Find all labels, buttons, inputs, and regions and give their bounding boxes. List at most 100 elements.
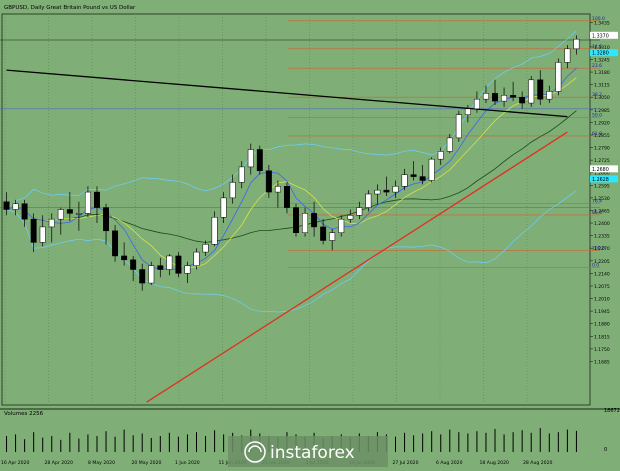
candle-bull (302, 213, 309, 233)
candle-bull (229, 182, 236, 199)
candle-bear (130, 259, 137, 270)
candle-bear (311, 213, 318, 228)
price-tag (590, 49, 618, 57)
x-tick-label: 6 Aug 2020 (436, 460, 463, 466)
y-tick-label: 1.2855 (594, 133, 610, 139)
y-tick-label: 1.2920 (594, 120, 610, 126)
candle-bear (30, 218, 37, 243)
candle-bear (283, 186, 290, 208)
y-tick-label: 1.3180 (594, 70, 610, 76)
volume-scale-label: 186722 (604, 408, 620, 414)
fib-label: 50.0 (592, 113, 602, 119)
candle-bear (537, 79, 544, 100)
candle-bull (374, 189, 381, 195)
candle-bear (103, 207, 109, 232)
trendline-support (146, 131, 568, 403)
candle-bull (573, 38, 580, 50)
y-tick-label: 1.2205 (594, 259, 610, 265)
fib-label: 76.4 (592, 199, 602, 205)
candle-bull (356, 207, 363, 216)
x-tick-label: 1 Jun 2020 (175, 460, 200, 466)
candle-bear (112, 230, 119, 257)
y-tick-label: 1.1750 (594, 347, 610, 353)
candle-bull (483, 93, 489, 100)
candle-bear (121, 255, 128, 261)
candle-bull (247, 149, 254, 168)
price-tag (590, 175, 618, 183)
y-tick-label: 1.2725 (594, 158, 610, 164)
trendlines (6, 69, 568, 403)
x-tick-label: 16 Apr 2020 (1, 460, 29, 466)
candle-bull (220, 197, 227, 218)
candle-bull (464, 108, 471, 115)
price-tag-label: 1.3370 (592, 33, 609, 39)
y-tick-label: 1.2400 (594, 221, 610, 227)
candle-bull (202, 244, 209, 253)
candle-bear (139, 269, 146, 284)
candle-bear (3, 201, 10, 210)
watermark: instaforex (228, 436, 388, 467)
candle-bear (157, 265, 164, 270)
y-tick-label: 1.1815 (594, 334, 610, 340)
candle-bear (383, 189, 390, 193)
fib-label: 100.0 (592, 16, 605, 22)
candle-bull (437, 151, 444, 160)
bollinger-upper (6, 30, 577, 210)
moving-average-fast (6, 67, 577, 270)
candle-bull (392, 186, 399, 193)
candle-bear (410, 174, 417, 177)
x-tick-label: 8 May 2020 (88, 460, 115, 466)
indicator-lines (6, 30, 577, 313)
volume-label: Volumes 2256 (4, 411, 44, 417)
candle-bear (94, 191, 100, 208)
y-tick-label: 1.1880 (594, 322, 610, 328)
candle-bear (519, 96, 526, 104)
fibonacci-levels: 100.0 14.6 23.6 38.2 50.0 61.8 76.4 85.4 100.0 0.… (0, 16, 605, 269)
candle-bull (446, 137, 453, 152)
candle-bear (419, 176, 426, 181)
y-tick-label: 1.1685 (594, 359, 610, 365)
x-tick-label: 27 Jul 2020 (393, 460, 419, 466)
y-tick-label: 1.2075 (594, 284, 610, 290)
candle-bull (12, 203, 19, 210)
x-tick-label: 20 May 2020 (132, 460, 162, 466)
candle-bull (274, 186, 281, 193)
candle-bull (238, 166, 245, 183)
candle-bull (193, 251, 200, 266)
price-tag-label: 1.2628 (592, 177, 609, 183)
fib-label: 100.0 (592, 246, 605, 252)
fib-label: 23.6 (592, 63, 602, 69)
y-tick-label: 1.2010 (594, 297, 610, 303)
candle-bull (329, 232, 336, 241)
candle-bear (256, 149, 263, 172)
fib-label: 0.0 (592, 263, 599, 269)
candle-bull (501, 95, 508, 102)
price-tag (590, 165, 618, 173)
price-tag (590, 31, 618, 39)
y-tick-label: 1.2595 (594, 183, 610, 189)
candle-bull (347, 215, 354, 220)
fib-label: 38.2 (592, 92, 602, 98)
candle-bear (293, 207, 299, 233)
y-tick-label: 1.3245 (594, 57, 610, 63)
candle-bull (555, 62, 562, 92)
y-tick-label: 1.2465 (594, 208, 610, 214)
moving-average-mid (6, 77, 577, 269)
candle-bull (184, 265, 191, 274)
price-tag-label: 1.3280 (592, 51, 609, 57)
y-tick-label: 1.3435 (594, 21, 610, 27)
y-tick-label: 1.3050 (594, 95, 610, 101)
candle-bull (338, 218, 345, 233)
candle-bull (528, 79, 535, 104)
candle-bear (510, 95, 517, 98)
candle-bear (265, 170, 272, 193)
watermark-text: instaforex (270, 443, 355, 463)
price-tag-label: 1.2680 (592, 167, 609, 173)
candle-bull (401, 174, 408, 187)
candle-bull (473, 98, 480, 110)
candle-bull (564, 48, 571, 63)
y-tick-label: 1.2790 (594, 146, 610, 152)
y-tick-label: 1.2270 (594, 246, 610, 252)
